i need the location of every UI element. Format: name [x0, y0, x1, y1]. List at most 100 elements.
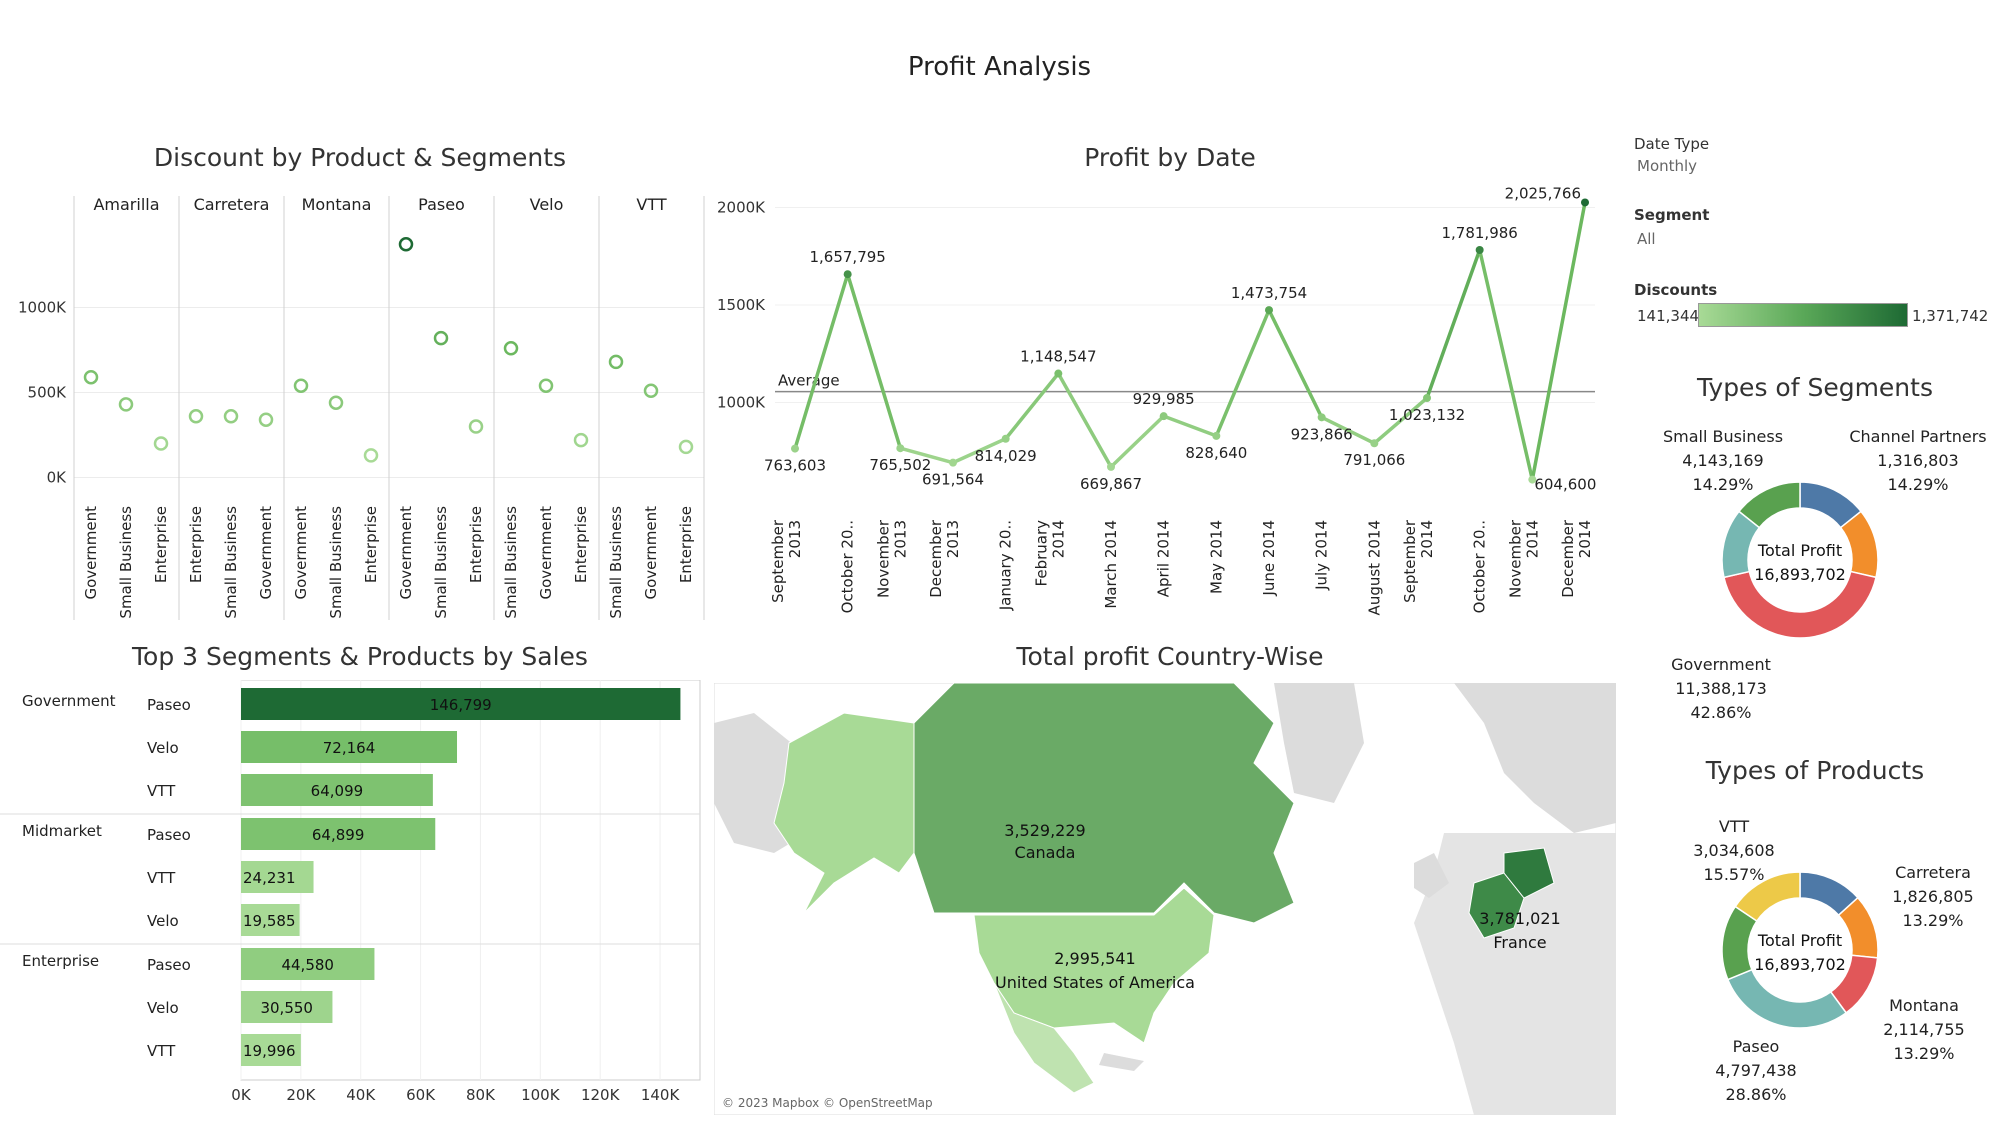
segments-donut-chart: Total Profit 16,893,702 Channel Partners 1,…	[1663, 427, 1987, 722]
discount-panel-header: Paseo	[418, 195, 465, 214]
line-ytick-label: 2000K	[717, 199, 766, 217]
bar-segment-label: Midmarket	[22, 822, 102, 840]
canada-profit-value: 3,529,229	[1004, 821, 1086, 840]
profit-data-label: 1,657,795	[809, 248, 885, 266]
profit-line-segment	[1425, 248, 1482, 400]
profit-line-segment	[1477, 248, 1535, 482]
discount-segment-label: Small Business	[222, 506, 240, 619]
bar-value-label: 19,996	[243, 1042, 296, 1060]
products-donut-chart: Total Profit 16,893,702 Carretera 1,826,805…	[1693, 817, 1973, 1104]
bar-xtick-label: 140K	[641, 1086, 681, 1104]
discount-panel-header: VTT	[636, 195, 666, 214]
bar-segment-label: Enterprise	[22, 952, 99, 970]
donut-slice-label: 4,143,169	[1682, 451, 1763, 470]
profit-xtick-label: February	[1032, 520, 1050, 587]
sales-bar	[241, 948, 375, 980]
profit-point	[1001, 434, 1010, 443]
discount-segment-label: Government	[397, 506, 415, 600]
sales-bar	[241, 991, 333, 1023]
bar-product-label: VTT	[147, 869, 176, 887]
profit-data-label: 929,985	[1133, 390, 1195, 408]
donut-slice-label: Paseo	[1733, 1037, 1780, 1056]
profit-data-label: 669,867	[1080, 475, 1142, 493]
profit-xtick-label: May 2014	[1207, 520, 1225, 594]
profit-line-segment	[1214, 308, 1271, 438]
country-map[interactable]	[714, 683, 1616, 1115]
segments-donut-title: Types of Segments	[1697, 373, 1933, 402]
profit-line-segment	[1109, 414, 1166, 469]
canada-name: Canada	[1014, 843, 1076, 862]
discount-point	[573, 432, 589, 448]
bar-product-label: VTT	[147, 782, 176, 800]
discount-segment-label: Small Business	[607, 506, 625, 619]
sales-bar	[241, 1034, 301, 1066]
germany-region	[1503, 847, 1555, 899]
profit-line-segment	[951, 437, 1008, 465]
discount-point	[433, 330, 449, 346]
discount-point	[398, 237, 414, 252]
profit-data-label: 1,023,132	[1389, 406, 1465, 424]
profit-xtick-label: June 2014	[1260, 520, 1278, 597]
sales-bar	[241, 774, 433, 806]
profit-xtick-label: November	[874, 519, 892, 598]
profit-point	[1265, 306, 1273, 315]
bar-xtick-label: 80K	[466, 1086, 496, 1104]
profit-data-label: 765,502	[869, 456, 931, 474]
donut-slice	[1734, 871, 1801, 923]
discount-segment-label: Government	[292, 506, 310, 600]
discount-ytick-label: 500K	[28, 384, 68, 402]
profit-point	[1107, 462, 1115, 471]
bar-value-label: 64,899	[312, 826, 365, 844]
donut-slice-label: Small Business	[1663, 427, 1783, 446]
line-ytick-label: 1000K	[717, 394, 766, 412]
profit-data-label: 814,029	[975, 447, 1037, 465]
discounts-legend-max: 1,371,742	[1912, 307, 1989, 325]
mexico-region	[993, 982, 1095, 1094]
discounts-color-legend	[1698, 303, 1908, 327]
donut-slice-label: 1,316,803	[1877, 451, 1958, 470]
discount-point	[223, 409, 239, 424]
france-map-label: 3,781,021 France	[1460, 907, 1580, 955]
donut-slice-label: 3,034,608	[1693, 841, 1774, 860]
profit-xtick-label: September	[1401, 519, 1419, 603]
profit-point	[1528, 475, 1537, 484]
discount-panel-header: Montana	[302, 195, 372, 214]
bar-xtick-label: 100K	[521, 1086, 561, 1104]
line-ytick-label: 1500K	[717, 296, 766, 314]
donut-center-label: Total Profit	[1757, 541, 1842, 560]
country-map-title: Total profit Country-Wise	[1016, 642, 1324, 671]
discounts-legend-min: 141,344	[1637, 307, 1700, 325]
discount-segment-label: Small Business	[502, 506, 520, 619]
donut-slice-label: 13.29%	[1902, 911, 1963, 930]
usa-map-label: 2,995,541 United States of America	[960, 947, 1230, 995]
segment-dropdown[interactable]: All	[1637, 230, 1656, 248]
bar-product-label: Velo	[147, 912, 179, 930]
donut-slice-label: Channel Partners	[1849, 427, 1986, 446]
land-greenland	[1274, 683, 1364, 803]
profit-line-segment	[1530, 200, 1587, 482]
profit-xtick-label: August 2014	[1365, 520, 1383, 615]
discount-point	[83, 369, 99, 385]
discount-panel-header: Carretera	[194, 195, 270, 214]
discount-point	[678, 439, 694, 455]
profit-data-label: 828,640	[1185, 444, 1247, 462]
profit-point	[1159, 412, 1168, 421]
profit-xtick-label: October 20..	[1471, 520, 1489, 613]
donut-slice	[1723, 570, 1877, 639]
discount-panel-header: Amarilla	[93, 195, 159, 214]
date-type-dropdown[interactable]: Monthly	[1637, 157, 1698, 175]
sales-bar	[241, 861, 314, 893]
discount-segment-label: Enterprise	[152, 506, 170, 583]
profit-point	[1317, 413, 1326, 422]
profit-line-segment	[898, 446, 955, 465]
bar-value-label: 64,099	[311, 782, 364, 800]
profit-xtick-label: April 2014	[1155, 520, 1173, 597]
donut-slice-label: 28.86%	[1725, 1085, 1786, 1104]
bar-product-label: Paseo	[147, 826, 191, 844]
donut-slice-label: 2,114,755	[1883, 1020, 1964, 1039]
top3-chart-title: Top 3 Segments & Products by Sales	[132, 642, 588, 671]
bar-product-label: Paseo	[147, 696, 191, 714]
profit-xtick-label: 2014	[1523, 520, 1541, 558]
donut-slice-label: 42.86%	[1690, 703, 1751, 722]
profit-data-label: 2,025,766	[1505, 184, 1581, 202]
